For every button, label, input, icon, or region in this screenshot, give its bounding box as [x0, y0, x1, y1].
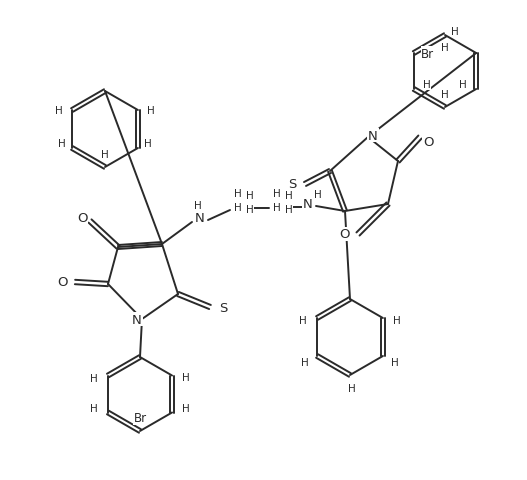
Text: Br: Br — [133, 412, 147, 425]
Text: H: H — [348, 383, 356, 393]
Text: H: H — [55, 106, 63, 116]
Text: H: H — [246, 191, 254, 201]
Text: H: H — [391, 357, 399, 367]
Text: S: S — [288, 178, 296, 191]
Text: H: H — [234, 203, 242, 213]
Text: O: O — [339, 228, 349, 241]
Text: H: H — [314, 190, 322, 200]
Text: H: H — [393, 315, 401, 325]
Text: H: H — [90, 373, 98, 383]
Text: N: N — [195, 211, 205, 224]
Text: H: H — [299, 315, 307, 325]
Text: Br: Br — [421, 48, 434, 60]
Text: H: H — [423, 80, 431, 90]
Text: O: O — [423, 135, 433, 148]
Text: H: H — [101, 150, 109, 160]
Text: N: N — [303, 198, 313, 211]
Text: N: N — [368, 129, 378, 142]
Text: H: H — [144, 139, 152, 149]
Text: H: H — [182, 373, 190, 383]
Text: H: H — [246, 204, 254, 215]
Text: H: H — [147, 106, 155, 116]
Text: H: H — [441, 43, 449, 53]
Text: H: H — [58, 139, 66, 149]
Text: H: H — [451, 27, 459, 37]
Text: H: H — [441, 90, 449, 100]
Text: S: S — [219, 301, 227, 314]
Text: H: H — [90, 404, 98, 414]
Text: H: H — [460, 80, 467, 90]
Text: H: H — [285, 191, 293, 201]
Text: N: N — [132, 313, 142, 326]
Text: H: H — [194, 201, 202, 211]
Text: H: H — [273, 189, 281, 199]
Text: H: H — [273, 203, 281, 213]
Text: H: H — [234, 189, 242, 199]
Text: H: H — [301, 357, 309, 367]
Text: O: O — [77, 211, 87, 224]
Text: H: H — [182, 404, 190, 414]
Text: O: O — [57, 276, 67, 289]
Text: H: H — [285, 204, 293, 215]
